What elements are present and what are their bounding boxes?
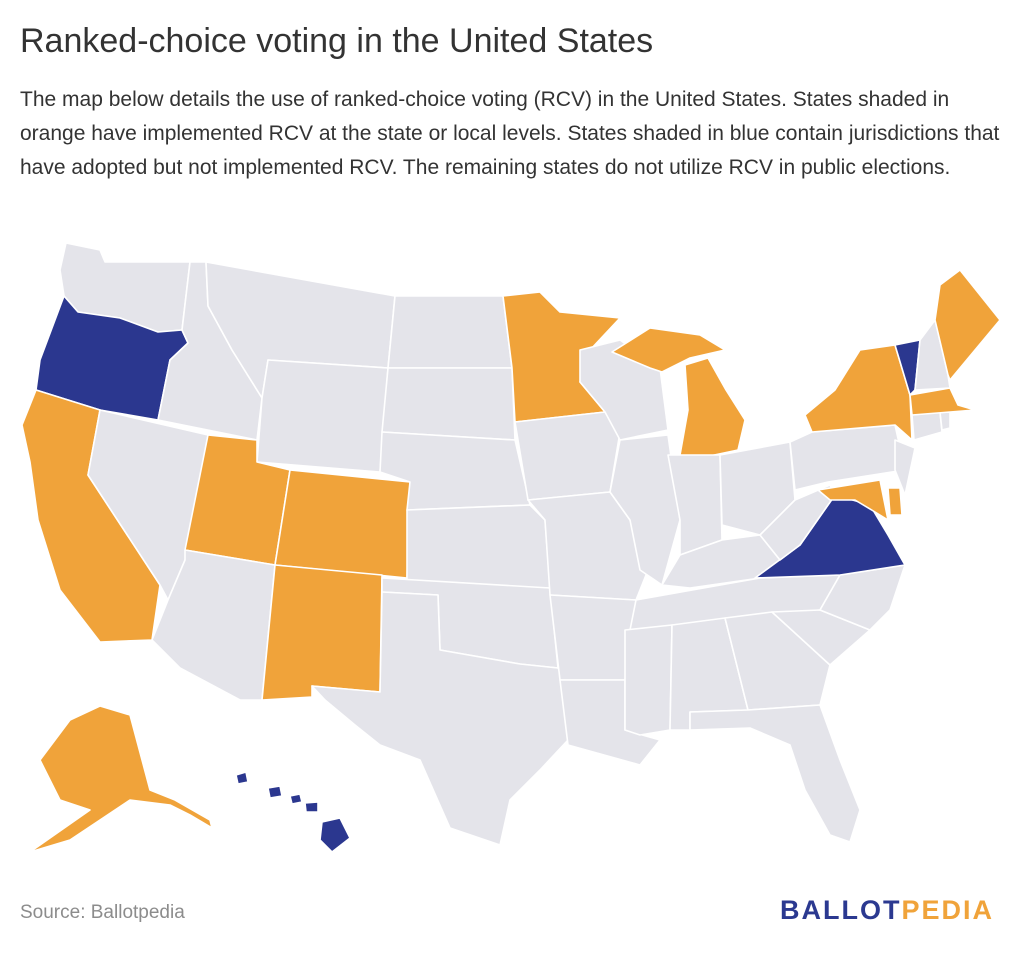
ballotpedia-logo[interactable]: BALLOTPEDIA — [780, 895, 994, 926]
state-illinois[interactable] — [609, 434, 681, 586]
state-new-mexico[interactable] — [261, 564, 383, 701]
state-kansas[interactable] — [406, 504, 551, 589]
state-texas[interactable] — [311, 591, 569, 846]
state-mississippi[interactable] — [624, 624, 673, 736]
state-new-jersey[interactable] — [894, 439, 916, 496]
logo-part-ballot: BALLOT — [779, 895, 902, 925]
state-michigan[interactable] — [611, 327, 746, 459]
state-new-york[interactable] — [804, 344, 913, 441]
state-arkansas[interactable] — [549, 594, 637, 681]
state-north-dakota[interactable] — [387, 295, 513, 369]
state-iowa[interactable] — [514, 411, 621, 501]
state-new-hampshire[interactable] — [914, 319, 951, 391]
state-south-dakota[interactable] — [381, 367, 516, 441]
state-maine[interactable] — [934, 269, 1001, 381]
state-rhode-island[interactable] — [939, 411, 951, 431]
state-florida[interactable] — [689, 704, 861, 843]
state-north-carolina[interactable] — [819, 564, 906, 631]
state-wyoming[interactable] — [256, 359, 389, 473]
state-maryland[interactable] — [817, 479, 889, 521]
state-massachusetts[interactable] — [909, 387, 976, 416]
state-georgia[interactable] — [724, 611, 831, 711]
state-pennsylvania[interactable] — [789, 424, 906, 491]
map-title: Ranked-choice voting in the United State… — [20, 22, 654, 60]
source-note: Source: Ballotpedia — [20, 902, 185, 923]
state-connecticut[interactable] — [911, 411, 943, 441]
logo-part-pedia: PEDIA — [901, 895, 994, 925]
state-alaska[interactable] — [29, 705, 213, 853]
map-description: The map below details the use of ranked-… — [20, 88, 1000, 179]
us-rcv-map — [21, 242, 1001, 853]
state-colorado[interactable] — [274, 469, 411, 579]
state-hawaii[interactable] — [235, 771, 351, 853]
state-delaware[interactable] — [887, 487, 903, 516]
